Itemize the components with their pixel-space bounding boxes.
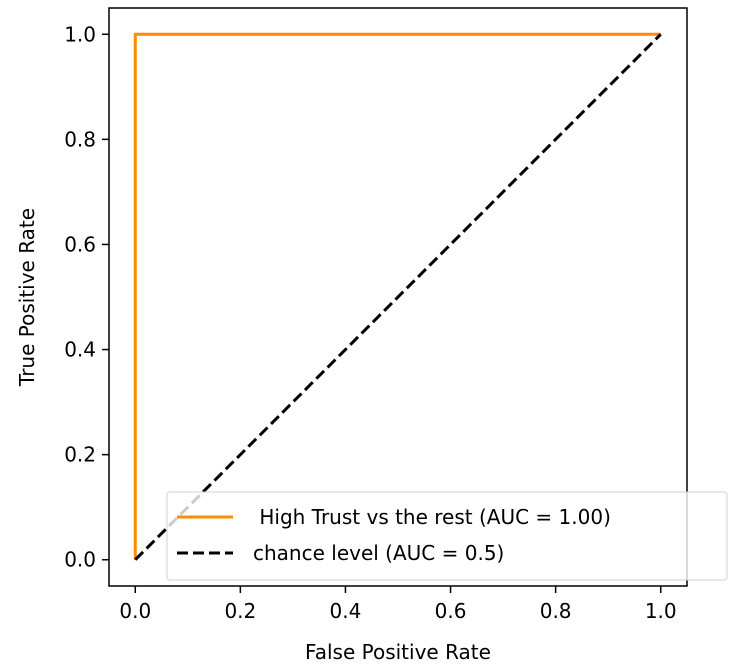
y-tick-label: 0.4 (64, 338, 96, 362)
x-tick-label: 1.0 (645, 599, 677, 623)
series-line-1 (134, 33, 662, 561)
legend-box (166, 491, 728, 581)
y-tick-label: 0.8 (64, 127, 96, 151)
x-tick-label: 0.0 (119, 599, 151, 623)
x-axis-label: False Positive Rate (305, 640, 491, 664)
x-tick-label: 0.2 (224, 599, 256, 623)
y-tick-label: 1.0 (64, 22, 96, 46)
y-axis-label: True Positive Rate (15, 208, 39, 387)
x-tick-label: 0.8 (540, 599, 572, 623)
plot-frame (108, 7, 688, 587)
legend-entries: High Trust vs the rest (AUC = 1.00) chanc… (177, 505, 611, 565)
x-tick-label: 0.4 (330, 599, 362, 623)
x-tick-label: 0.6 (435, 599, 467, 623)
y-tick-label: 0.2 (64, 443, 96, 467)
x-axis-ticks: 0.0 0.2 0.4 0.6 0.8 1.0 (119, 586, 677, 623)
series-line-0 (133, 32, 661, 560)
y-axis-ticks: 0.0 0.2 0.4 0.6 0.8 1.0 (64, 22, 109, 572)
legend: High Trust vs the rest (AUC = 1.00) chanc… (166, 491, 728, 581)
legend-label-1: chance level (AUC = 0.5) (253, 541, 504, 565)
y-tick-label: 0.6 (64, 232, 96, 256)
series-layer (133, 32, 662, 561)
y-tick-label: 0.0 (64, 548, 96, 572)
legend-label-0: High Trust vs the rest (AUC = 1.00) (253, 505, 611, 529)
